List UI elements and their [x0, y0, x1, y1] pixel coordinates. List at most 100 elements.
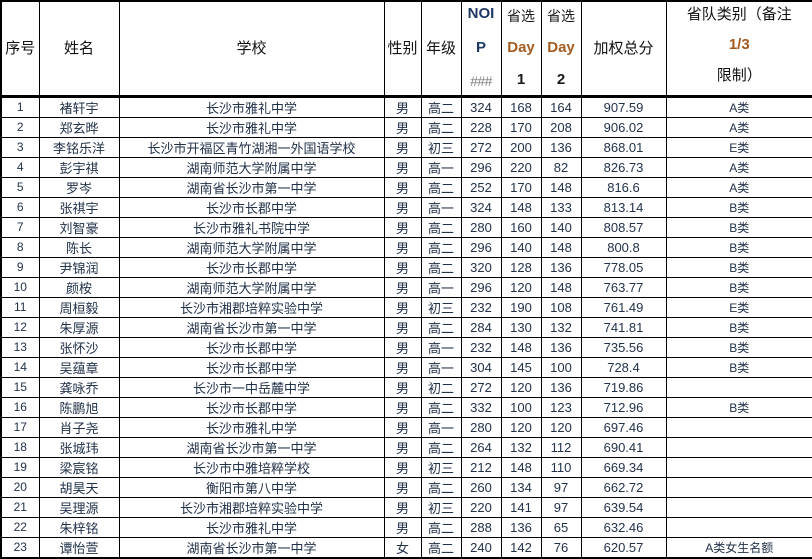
- cell-day2[interactable]: 136: [540, 256, 582, 278]
- cell-noip[interactable]: 296: [460, 156, 502, 178]
- cell-name[interactable]: 周桓毅: [38, 296, 120, 318]
- table-row[interactable]: 12 朱厚源 湖南省长沙市第一中学男高二 284 130 132 741.81 B类: [0, 316, 812, 338]
- table-row[interactable]: 13 张怀沙 长沙市长郡中学男高一 232 148 136 735.56 B类: [0, 336, 812, 358]
- cell-index[interactable]: 15: [0, 376, 40, 398]
- cell-gender[interactable]: 男: [383, 316, 422, 338]
- cell-noip[interactable]: 264: [460, 436, 502, 458]
- cell-day1[interactable]: 170: [500, 116, 542, 138]
- cell-category[interactable]: A类: [665, 156, 812, 178]
- cell-school[interactable]: 长沙市一中岳麓中学: [118, 376, 385, 398]
- cell-name[interactable]: 张祺宇: [38, 196, 120, 218]
- cell-gender[interactable]: 男: [383, 476, 422, 498]
- cell-school[interactable]: 长沙市中雅培粹学校: [118, 456, 385, 478]
- cell-school[interactable]: 湖南省长沙市第一中学: [118, 316, 385, 338]
- cell-day1[interactable]: 140: [500, 236, 542, 258]
- cell-day2[interactable]: 148: [540, 176, 582, 198]
- cell-index[interactable]: 7: [0, 216, 40, 238]
- cell-total[interactable]: 728.4: [580, 356, 667, 378]
- cell-day2[interactable]: 65: [540, 516, 582, 538]
- cell-total[interactable]: 690.41: [580, 436, 667, 458]
- cell-total[interactable]: 763.77: [580, 276, 667, 298]
- cell-school[interactable]: 长沙市长郡中学: [118, 356, 385, 378]
- cell-index[interactable]: 6: [0, 196, 40, 218]
- cell-gender[interactable]: 男: [383, 95, 422, 118]
- cell-day1[interactable]: 120: [500, 276, 542, 298]
- table-row[interactable]: 2 郑玄晔 长沙市雅礼中学男高二 228 170 208 906.02 A类: [0, 116, 812, 138]
- cell-category[interactable]: [665, 436, 812, 458]
- table-row[interactable]: 23 谭怡萱 湖南省长沙市第一中学女高二 240 142 76 620.57 A类女生名额: [0, 536, 812, 558]
- cell-school[interactable]: 湖南师范大学附属中学: [118, 156, 385, 178]
- cell-day2[interactable]: 148: [540, 276, 582, 298]
- cell-category[interactable]: A类女生名额: [665, 536, 812, 558]
- cell-school[interactable]: 长沙市雅礼中学: [118, 516, 385, 538]
- cell-day1[interactable]: 148: [500, 456, 542, 478]
- cell-grade[interactable]: 高二: [420, 95, 462, 118]
- cell-category[interactable]: B类: [665, 276, 812, 298]
- cell-gender[interactable]: 男: [383, 516, 422, 538]
- cell-category[interactable]: E类: [665, 296, 812, 318]
- cell-gender[interactable]: 女: [383, 536, 422, 558]
- cell-grade[interactable]: 高二: [420, 436, 462, 458]
- cell-day1[interactable]: 220: [500, 156, 542, 178]
- cell-index[interactable]: 1: [0, 95, 40, 118]
- cell-day2[interactable]: 108: [540, 296, 582, 318]
- cell-grade[interactable]: 高一: [420, 276, 462, 298]
- cell-day2[interactable]: 136: [540, 336, 582, 358]
- table-row[interactable]: 11 周桓毅 长沙市湘郡培粹实验中学男初三 232 190 108 761.49 E类: [0, 296, 812, 318]
- cell-category[interactable]: B类: [665, 336, 812, 358]
- cell-category[interactable]: B类: [665, 316, 812, 338]
- table-row[interactable]: 18 张城玮 湖南省长沙市第一中学男高二 264 132 112 690.41: [0, 436, 812, 458]
- cell-day2[interactable]: 132: [540, 316, 582, 338]
- cell-noip[interactable]: 272: [460, 376, 502, 398]
- cell-day1[interactable]: 190: [500, 296, 542, 318]
- cell-name[interactable]: 尹锦润: [38, 256, 120, 278]
- cell-school[interactable]: 长沙市雅礼中学: [118, 95, 385, 118]
- cell-grade[interactable]: 初三: [420, 296, 462, 318]
- cell-category[interactable]: [665, 416, 812, 438]
- cell-day2[interactable]: 97: [540, 496, 582, 518]
- cell-grade[interactable]: 高二: [420, 516, 462, 538]
- cell-total[interactable]: 662.72: [580, 476, 667, 498]
- cell-day1[interactable]: 141: [500, 496, 542, 518]
- cell-day2[interactable]: 123: [540, 396, 582, 418]
- cell-total[interactable]: 826.73: [580, 156, 667, 178]
- cell-total[interactable]: 778.05: [580, 256, 667, 278]
- cell-day1[interactable]: 160: [500, 216, 542, 238]
- cell-day1[interactable]: 170: [500, 176, 542, 198]
- cell-grade[interactable]: 高二: [420, 236, 462, 258]
- cell-noip[interactable]: 260: [460, 476, 502, 498]
- cell-gender[interactable]: 男: [383, 136, 422, 158]
- cell-index[interactable]: 13: [0, 336, 40, 358]
- cell-category[interactable]: A类: [665, 176, 812, 198]
- cell-index[interactable]: 14: [0, 356, 40, 378]
- cell-grade[interactable]: 初三: [420, 136, 462, 158]
- cell-gender[interactable]: 男: [383, 216, 422, 238]
- table-row[interactable]: 19 梁宸铭 长沙市中雅培粹学校男初三 212 148 110 669.34: [0, 456, 812, 478]
- cell-total[interactable]: 808.57: [580, 216, 667, 238]
- cell-category[interactable]: [665, 516, 812, 538]
- cell-day1[interactable]: 120: [500, 376, 542, 398]
- cell-total[interactable]: 813.14: [580, 196, 667, 218]
- cell-name[interactable]: 张怀沙: [38, 336, 120, 358]
- cell-category[interactable]: B类: [665, 356, 812, 378]
- cell-grade[interactable]: 高一: [420, 416, 462, 438]
- cell-school[interactable]: 长沙市湘郡培粹实验中学: [118, 496, 385, 518]
- cell-day1[interactable]: 128: [500, 256, 542, 278]
- cell-day2[interactable]: 136: [540, 136, 582, 158]
- cell-school[interactable]: 湖南省长沙市第一中学: [118, 536, 385, 558]
- cell-grade[interactable]: 高二: [420, 536, 462, 558]
- cell-name[interactable]: 陈鹏旭: [38, 396, 120, 418]
- cell-index[interactable]: 19: [0, 456, 40, 478]
- cell-category[interactable]: B类: [665, 216, 812, 238]
- cell-name[interactable]: 李铭乐洋: [38, 136, 120, 158]
- cell-category[interactable]: A类: [665, 116, 812, 138]
- cell-total[interactable]: 620.57: [580, 536, 667, 558]
- cell-name[interactable]: 褚轩宇: [38, 95, 120, 118]
- cell-school[interactable]: 湖南师范大学附属中学: [118, 236, 385, 258]
- cell-total[interactable]: 697.46: [580, 416, 667, 438]
- table-row[interactable]: 6 张祺宇 长沙市长郡中学男高一 324 148 133 813.14 B类: [0, 196, 812, 218]
- cell-grade[interactable]: 高一: [420, 356, 462, 378]
- cell-total[interactable]: 639.54: [580, 496, 667, 518]
- cell-grade[interactable]: 初三: [420, 456, 462, 478]
- cell-noip[interactable]: 324: [460, 95, 502, 118]
